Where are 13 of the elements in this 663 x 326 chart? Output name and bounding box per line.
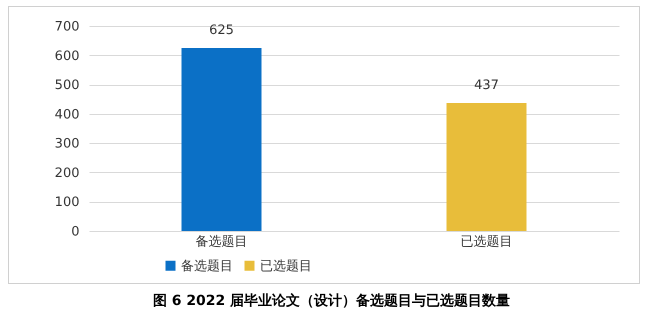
y-tick-label: 100	[54, 195, 80, 210]
legend-label: 已选题目	[260, 258, 312, 274]
y-tick-label: 700	[54, 20, 80, 34]
data-label: 625	[209, 22, 234, 38]
y-tick-label: 400	[54, 107, 80, 122]
y-tick-label: 600	[54, 48, 80, 64]
legend-label: 备选题目	[181, 258, 233, 274]
y-tick-label: 300	[54, 136, 80, 152]
y-tick-label: 500	[54, 78, 80, 94]
caption: 图 6 2022 届毕业论文（设计）备选题目与已选题目数量	[152, 292, 512, 310]
y-tick-label: 0	[71, 224, 80, 240]
data-label: 437	[474, 78, 499, 94]
y-tick-label: 200	[54, 166, 80, 181]
